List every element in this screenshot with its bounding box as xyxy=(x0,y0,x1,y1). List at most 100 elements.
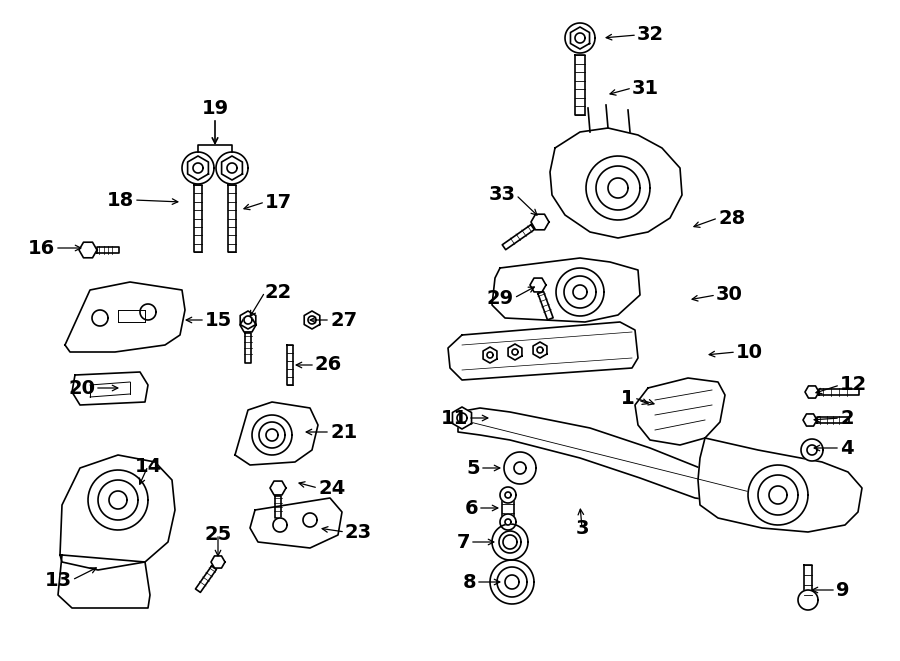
Polygon shape xyxy=(798,590,818,610)
Polygon shape xyxy=(512,349,518,355)
Text: 21: 21 xyxy=(330,422,357,442)
Polygon shape xyxy=(109,491,127,509)
Text: 18: 18 xyxy=(107,190,134,210)
Polygon shape xyxy=(216,152,248,184)
Polygon shape xyxy=(58,555,150,608)
Polygon shape xyxy=(502,495,514,522)
Polygon shape xyxy=(635,378,725,445)
Text: 26: 26 xyxy=(315,356,342,375)
Polygon shape xyxy=(698,438,862,532)
Text: 15: 15 xyxy=(205,311,232,329)
Polygon shape xyxy=(240,318,256,332)
Polygon shape xyxy=(182,152,214,184)
Text: 1: 1 xyxy=(620,389,634,407)
Text: 4: 4 xyxy=(840,438,853,457)
Polygon shape xyxy=(502,225,535,250)
Text: 32: 32 xyxy=(637,26,664,44)
Polygon shape xyxy=(801,439,823,461)
Polygon shape xyxy=(245,333,251,363)
Polygon shape xyxy=(303,513,317,527)
Polygon shape xyxy=(803,414,817,426)
Polygon shape xyxy=(453,407,472,429)
Text: 9: 9 xyxy=(836,580,850,600)
Text: 3: 3 xyxy=(575,518,589,537)
Polygon shape xyxy=(538,292,554,320)
Polygon shape xyxy=(304,311,320,329)
Polygon shape xyxy=(98,480,138,520)
Polygon shape xyxy=(550,128,682,238)
Polygon shape xyxy=(492,258,640,322)
Text: 20: 20 xyxy=(68,379,95,397)
Polygon shape xyxy=(252,415,292,455)
Polygon shape xyxy=(556,268,604,316)
Polygon shape xyxy=(817,417,849,423)
Polygon shape xyxy=(72,372,148,405)
Polygon shape xyxy=(807,445,817,455)
Polygon shape xyxy=(571,27,590,49)
Text: 17: 17 xyxy=(265,192,292,212)
Polygon shape xyxy=(564,276,596,308)
Polygon shape xyxy=(308,316,316,324)
Polygon shape xyxy=(273,518,287,532)
Text: 29: 29 xyxy=(487,288,514,307)
Polygon shape xyxy=(492,524,528,560)
Polygon shape xyxy=(537,347,543,353)
Polygon shape xyxy=(195,566,216,592)
Text: 27: 27 xyxy=(330,311,357,329)
Polygon shape xyxy=(487,352,493,358)
Text: 22: 22 xyxy=(265,282,292,301)
Text: 8: 8 xyxy=(463,572,476,592)
Text: 1: 1 xyxy=(620,389,634,407)
Text: 16: 16 xyxy=(28,239,55,258)
Text: 2: 2 xyxy=(840,408,853,428)
Polygon shape xyxy=(458,408,760,505)
Text: 33: 33 xyxy=(489,186,516,204)
Polygon shape xyxy=(140,304,156,320)
Text: 6: 6 xyxy=(464,498,478,518)
Text: 12: 12 xyxy=(840,375,868,395)
Polygon shape xyxy=(65,282,185,352)
Polygon shape xyxy=(508,344,522,360)
Polygon shape xyxy=(448,322,638,380)
Text: 5: 5 xyxy=(466,459,480,477)
Polygon shape xyxy=(575,55,585,115)
Polygon shape xyxy=(804,565,812,595)
Polygon shape xyxy=(457,413,467,423)
Polygon shape xyxy=(88,470,148,530)
Polygon shape xyxy=(250,498,342,548)
Polygon shape xyxy=(211,556,225,568)
Text: 14: 14 xyxy=(134,457,162,475)
Text: 7: 7 xyxy=(456,533,470,551)
Polygon shape xyxy=(586,156,650,220)
Text: 28: 28 xyxy=(718,208,745,227)
Polygon shape xyxy=(530,278,546,292)
Polygon shape xyxy=(596,166,640,210)
Polygon shape xyxy=(608,178,628,198)
Polygon shape xyxy=(270,481,286,495)
Text: 11: 11 xyxy=(441,408,468,428)
Polygon shape xyxy=(575,33,585,43)
Polygon shape xyxy=(193,163,203,173)
Polygon shape xyxy=(514,462,526,474)
Text: 23: 23 xyxy=(345,522,372,541)
Polygon shape xyxy=(748,465,808,525)
Polygon shape xyxy=(287,345,293,385)
Polygon shape xyxy=(227,163,237,173)
Polygon shape xyxy=(500,514,516,530)
Polygon shape xyxy=(221,156,242,180)
Polygon shape xyxy=(805,386,819,398)
Polygon shape xyxy=(79,242,97,258)
Polygon shape xyxy=(266,429,278,441)
Polygon shape xyxy=(505,575,519,589)
Text: 25: 25 xyxy=(204,524,231,543)
Text: 10: 10 xyxy=(736,342,763,362)
Text: 13: 13 xyxy=(45,570,72,590)
Text: 24: 24 xyxy=(318,479,346,498)
Polygon shape xyxy=(758,475,798,515)
Polygon shape xyxy=(769,486,787,504)
Polygon shape xyxy=(819,389,859,395)
Polygon shape xyxy=(235,402,318,465)
Polygon shape xyxy=(565,23,595,53)
Polygon shape xyxy=(497,567,527,597)
Polygon shape xyxy=(573,285,587,299)
